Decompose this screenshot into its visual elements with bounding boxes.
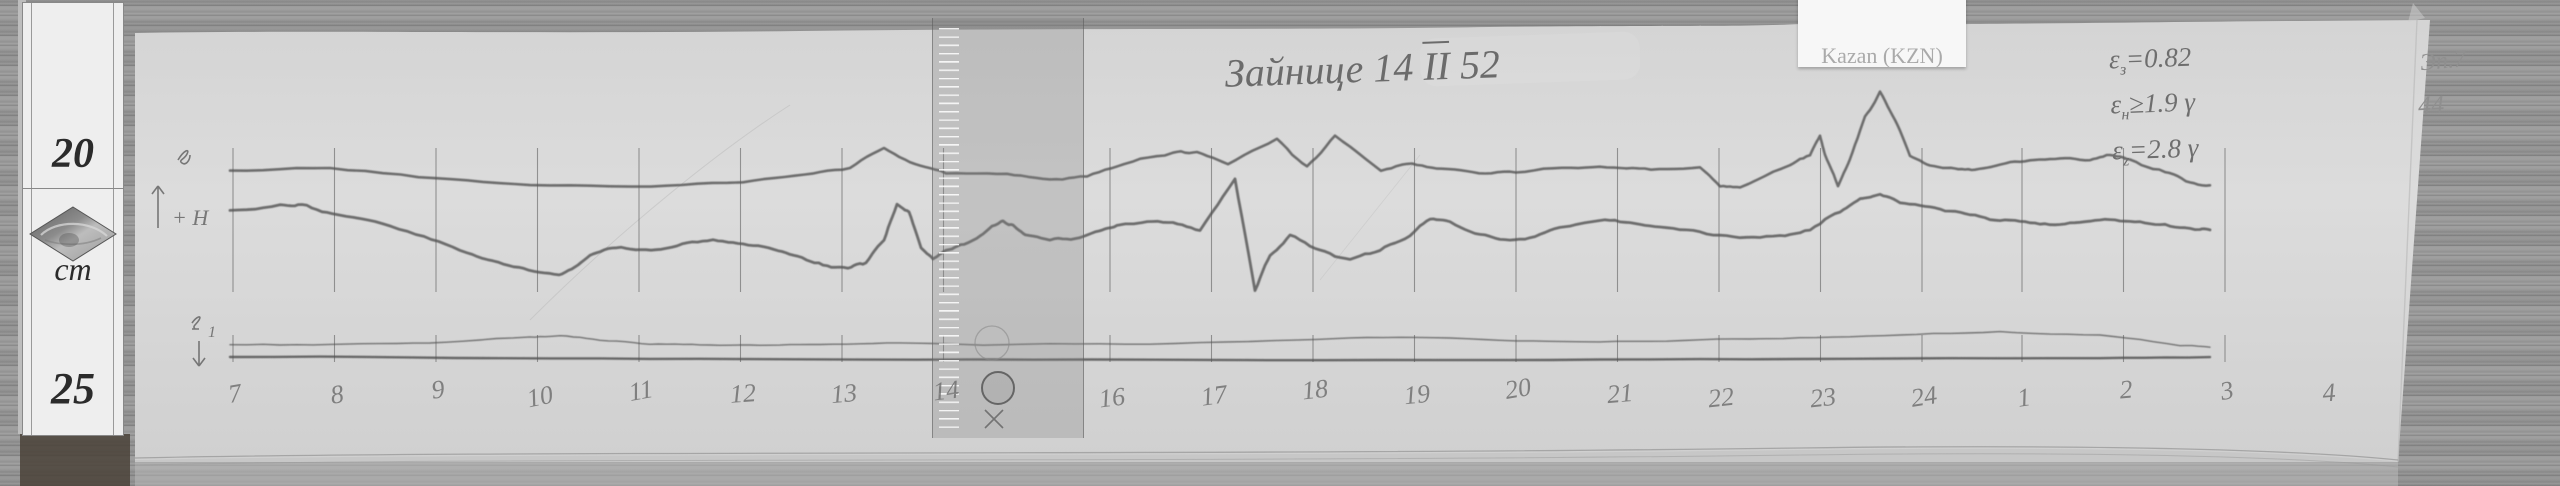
svg-text:1: 1 bbox=[208, 324, 216, 341]
svg-text:+ Н: + Н bbox=[172, 205, 209, 230]
